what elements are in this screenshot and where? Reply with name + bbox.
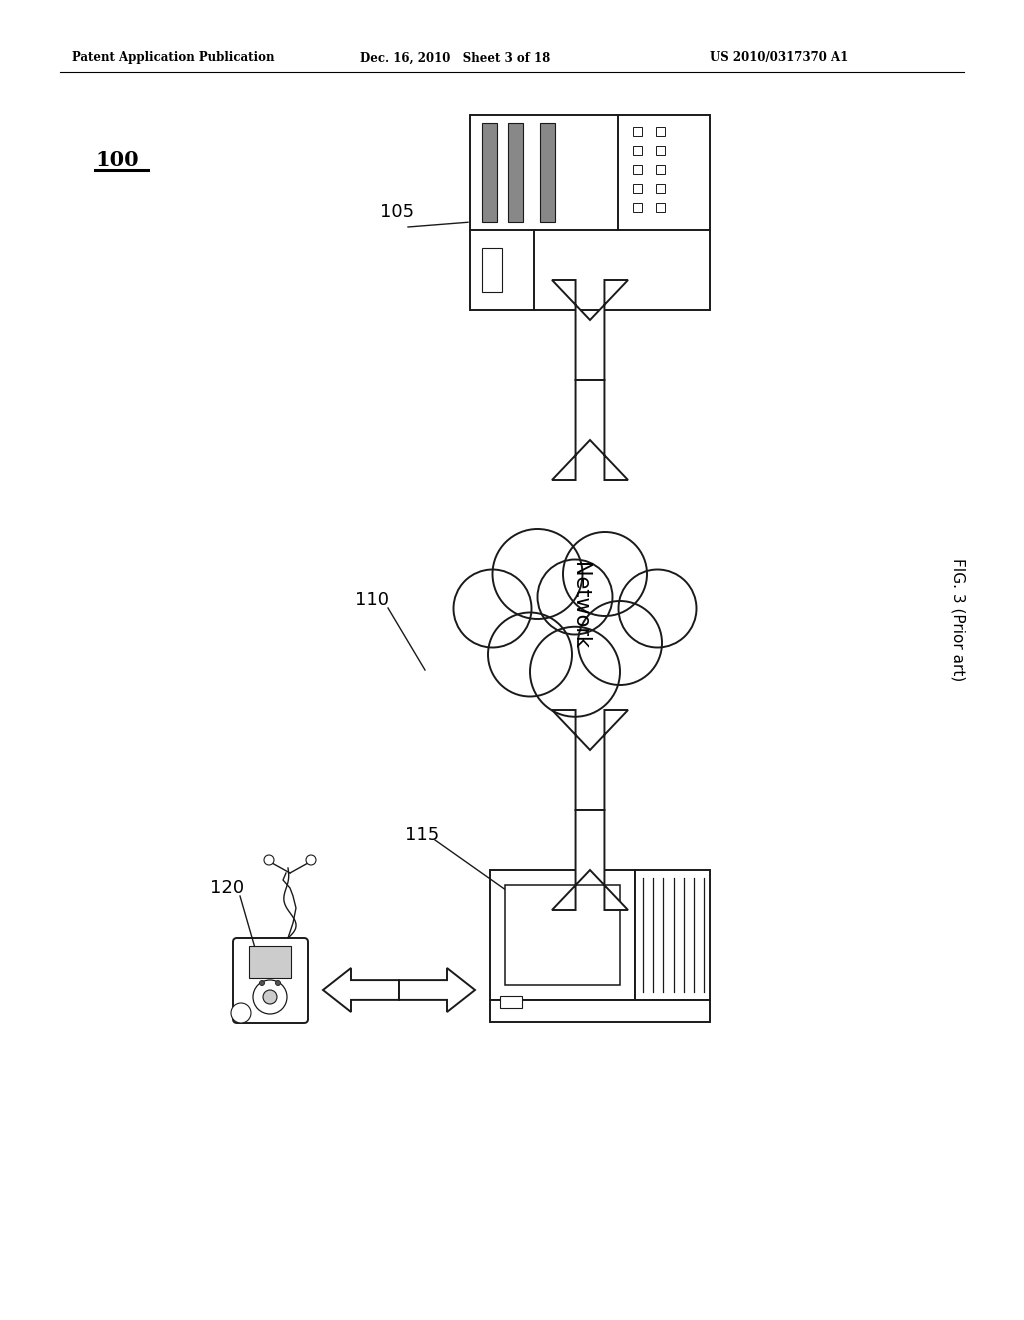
- Circle shape: [563, 532, 647, 616]
- Circle shape: [275, 981, 281, 986]
- Text: US 2010/0317370 A1: US 2010/0317370 A1: [710, 51, 848, 65]
- Text: Patent Application Publication: Patent Application Publication: [72, 51, 274, 65]
- Text: 120: 120: [210, 879, 244, 898]
- Text: 105: 105: [380, 203, 414, 220]
- Bar: [633, 147, 642, 154]
- Bar: [249, 946, 291, 978]
- Circle shape: [263, 990, 278, 1005]
- Bar: [490, 1001, 710, 1022]
- Bar: [635, 870, 710, 1001]
- Bar: [656, 127, 665, 136]
- Text: Dec. 16, 2010   Sheet 3 of 18: Dec. 16, 2010 Sheet 3 of 18: [360, 51, 550, 65]
- Bar: [656, 183, 665, 193]
- Circle shape: [618, 569, 696, 648]
- Polygon shape: [552, 280, 628, 380]
- Bar: [482, 248, 502, 292]
- Circle shape: [264, 855, 274, 865]
- Bar: [482, 123, 497, 222]
- Bar: [656, 147, 665, 154]
- Bar: [633, 165, 642, 174]
- Bar: [633, 183, 642, 193]
- Text: 115: 115: [406, 826, 439, 843]
- Circle shape: [538, 560, 612, 635]
- Circle shape: [578, 601, 662, 685]
- Circle shape: [454, 569, 531, 648]
- Circle shape: [493, 529, 583, 619]
- Bar: [490, 870, 635, 1001]
- Circle shape: [259, 981, 264, 986]
- Circle shape: [231, 1003, 251, 1023]
- Circle shape: [488, 612, 572, 697]
- Bar: [656, 165, 665, 174]
- Polygon shape: [552, 380, 628, 480]
- Polygon shape: [399, 968, 475, 1012]
- Bar: [505, 884, 620, 985]
- Text: Network: Network: [570, 561, 590, 648]
- Bar: [500, 997, 522, 1008]
- Circle shape: [253, 979, 287, 1014]
- Bar: [656, 203, 665, 213]
- Bar: [633, 127, 642, 136]
- Text: FIG. 3 (Prior art): FIG. 3 (Prior art): [950, 558, 966, 681]
- Bar: [540, 123, 555, 222]
- Polygon shape: [552, 810, 628, 909]
- Bar: [633, 203, 642, 213]
- Polygon shape: [323, 968, 399, 1012]
- Circle shape: [306, 855, 316, 865]
- Bar: [470, 115, 710, 310]
- Bar: [508, 123, 523, 222]
- FancyBboxPatch shape: [233, 939, 308, 1023]
- Text: 110: 110: [355, 591, 389, 609]
- Polygon shape: [552, 710, 628, 810]
- Text: 100: 100: [95, 150, 138, 170]
- Circle shape: [530, 627, 620, 717]
